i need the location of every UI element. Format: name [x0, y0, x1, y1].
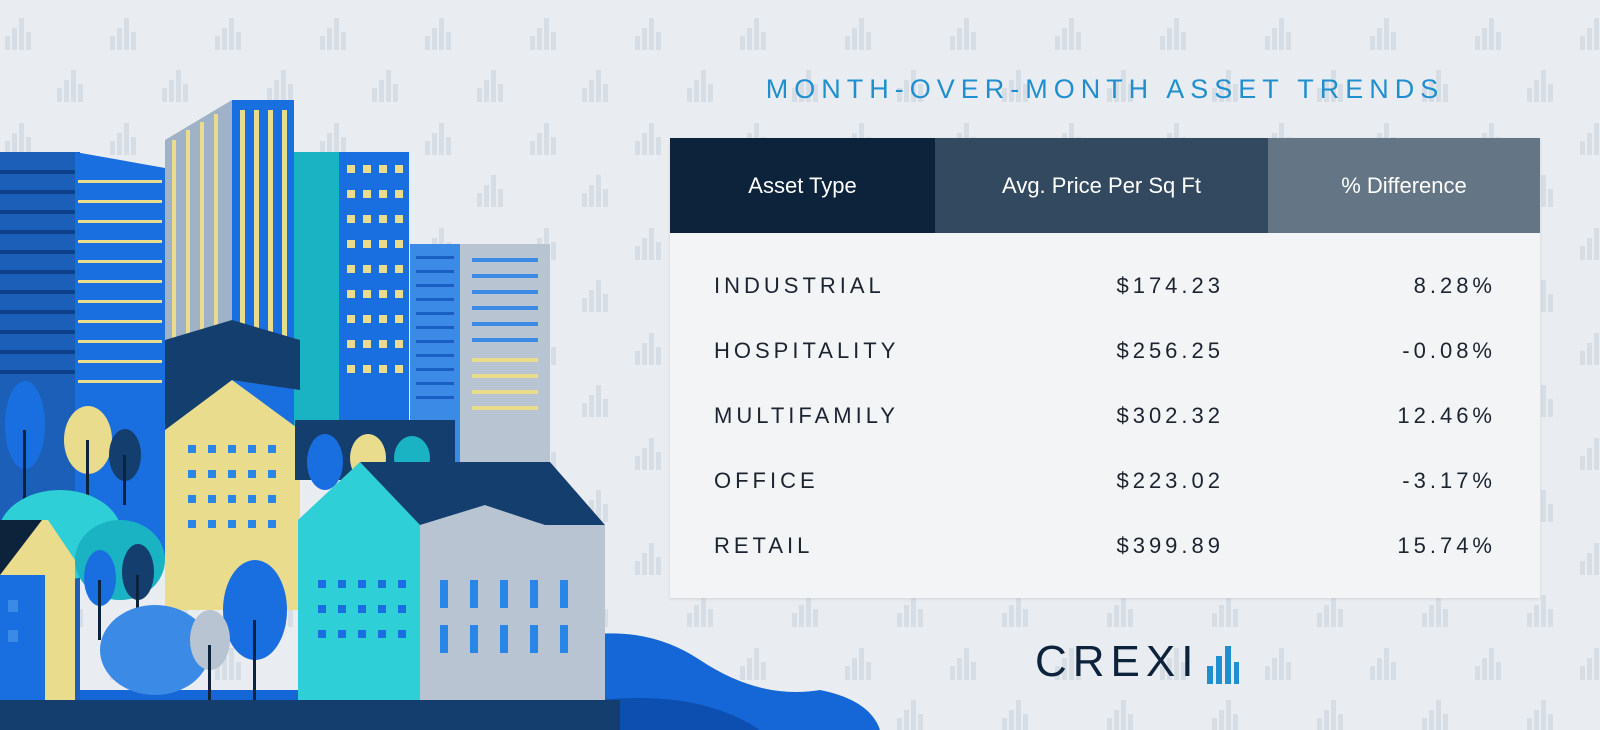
- table-row: OFFICE $223.02 -3.17%: [670, 448, 1540, 513]
- avg-price-cell: $302.32: [1116, 402, 1224, 428]
- asset-type-cell: HOSPITALITY: [714, 337, 900, 363]
- asset-type-cell: OFFICE: [714, 467, 819, 493]
- page-title: MONTH-OVER-MONTH ASSET TRENDS: [765, 74, 1445, 104]
- table-row: MULTIFAMILY $302.32 12.46%: [670, 383, 1540, 448]
- avg-price-cell: $399.89: [1116, 532, 1224, 558]
- avg-price-cell: $174.23: [1116, 272, 1224, 298]
- header-percent-difference: % Difference: [1268, 138, 1540, 233]
- header-avg-price: Avg. Price Per Sq Ft: [935, 138, 1268, 233]
- table-row: RETAIL $399.89 15.74%: [670, 513, 1540, 578]
- asset-type-cell: MULTIFAMILY: [714, 402, 899, 428]
- logo-text: CREXI: [1035, 637, 1200, 686]
- asset-type-cell: INDUSTRIAL: [714, 272, 885, 298]
- table-row: HOSPITALITY $256.25 -0.08%: [670, 318, 1540, 383]
- table-header: Asset Type Avg. Price Per Sq Ft % Differ…: [670, 138, 1540, 233]
- bar-chart-icon: [1207, 646, 1240, 684]
- percent-difference-cell: -3.17%: [1402, 467, 1496, 493]
- table-row: INDUSTRIAL $174.23 8.28%: [670, 253, 1540, 318]
- asset-type-cell: RETAIL: [714, 532, 814, 558]
- percent-difference-cell: 12.46%: [1397, 402, 1496, 428]
- avg-price-cell: $256.25: [1116, 337, 1224, 363]
- percent-difference-cell: 15.74%: [1397, 532, 1496, 558]
- table-body: INDUSTRIAL $174.23 8.28% HOSPITALITY $25…: [670, 233, 1540, 578]
- percent-difference-cell: 8.28%: [1413, 272, 1496, 298]
- asset-trends-table: Asset Type Avg. Price Per Sq Ft % Differ…: [670, 138, 1540, 598]
- header-asset-type: Asset Type: [670, 138, 935, 233]
- crexi-logo: CREXI: [1035, 637, 1240, 686]
- percent-difference-cell: -0.08%: [1402, 337, 1496, 363]
- avg-price-cell: $223.02: [1116, 467, 1224, 493]
- city-illustration: [0, 100, 880, 730]
